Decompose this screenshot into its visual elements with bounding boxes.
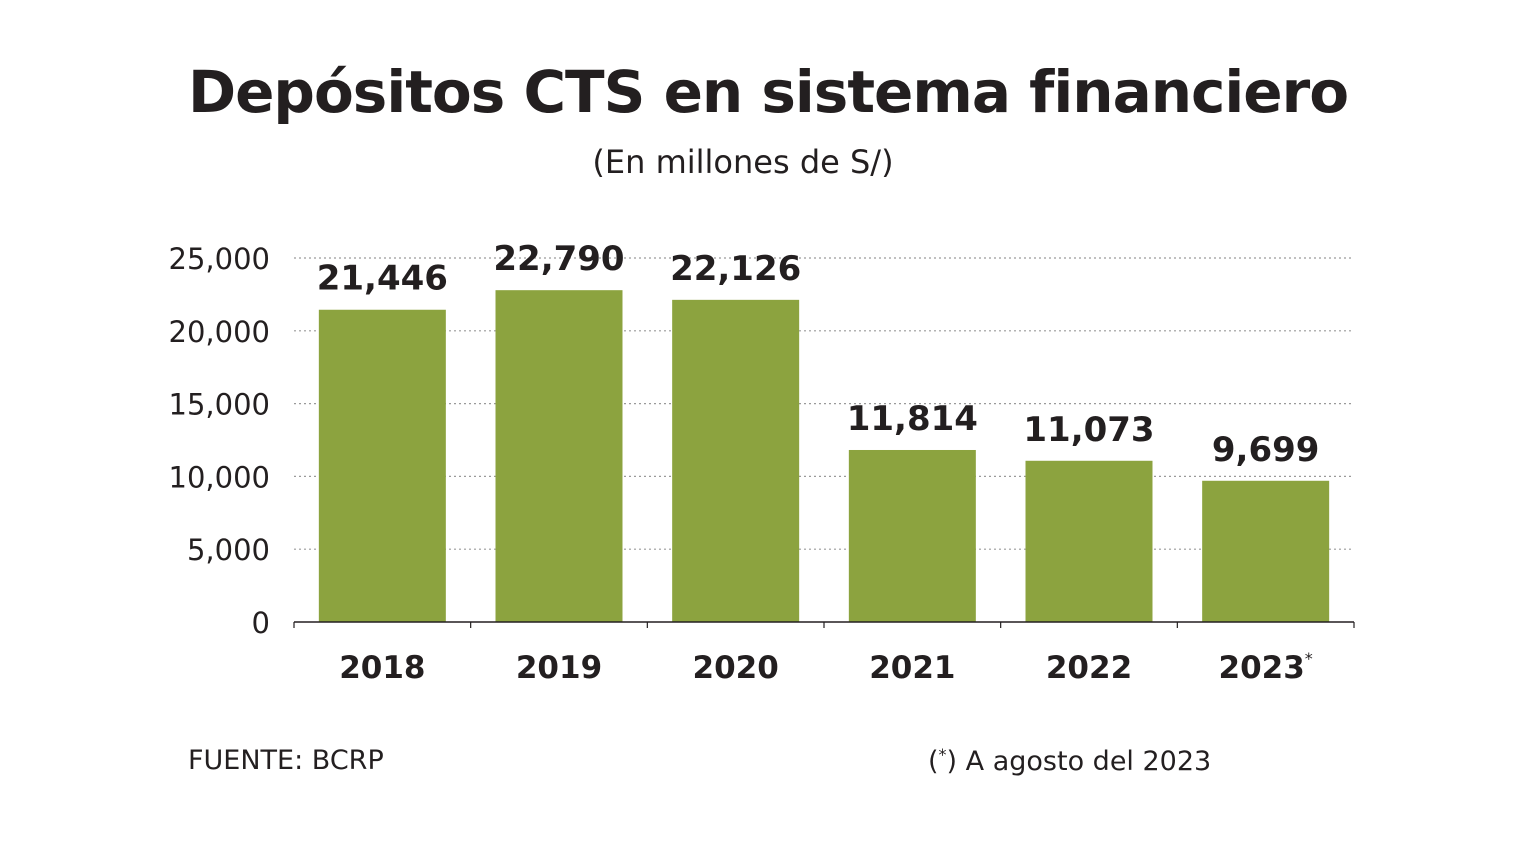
footnote: (*) A agosto del 2023 xyxy=(928,745,1211,777)
footnote-mark: * xyxy=(938,745,947,764)
chart-title: Depósitos CTS en sistema financiero xyxy=(187,58,1349,126)
y-tick-label: 0 xyxy=(252,606,270,640)
data-label: 21,446 xyxy=(317,259,448,299)
bar xyxy=(495,290,623,622)
y-tick-label: 15,000 xyxy=(169,388,270,422)
footnote-open: ( xyxy=(928,746,939,777)
bar xyxy=(848,449,976,622)
data-label: 11,073 xyxy=(1023,410,1154,450)
y-tick-label: 25,000 xyxy=(169,242,270,276)
bar xyxy=(1025,460,1153,622)
data-label: 22,126 xyxy=(670,249,801,289)
y-tick-label: 10,000 xyxy=(169,460,270,494)
footnote-text: ) A agosto del 2023 xyxy=(946,746,1212,777)
bar xyxy=(672,299,800,622)
data-label: 22,790 xyxy=(493,239,624,279)
x-tick-label: 2021 xyxy=(869,650,955,686)
bar xyxy=(318,309,446,622)
x-tick-label: 2020 xyxy=(693,650,779,686)
y-tick-label: 5,000 xyxy=(187,533,270,567)
source-note: FUENTE: BCRP xyxy=(188,745,384,776)
x-tick-mark: * xyxy=(1305,649,1313,668)
x-tick-label: 2022 xyxy=(1046,650,1132,686)
bar xyxy=(1202,480,1330,622)
x-tick-label: 2019 xyxy=(516,650,602,686)
chart-subtitle: (En millones de S/) xyxy=(592,143,894,181)
y-tick-label: 20,000 xyxy=(169,315,270,349)
data-label: 11,814 xyxy=(847,399,978,439)
x-tick-label: 2018 xyxy=(339,650,425,686)
x-tick-label: 2023* xyxy=(1219,649,1313,686)
data-label: 9,699 xyxy=(1212,430,1320,470)
